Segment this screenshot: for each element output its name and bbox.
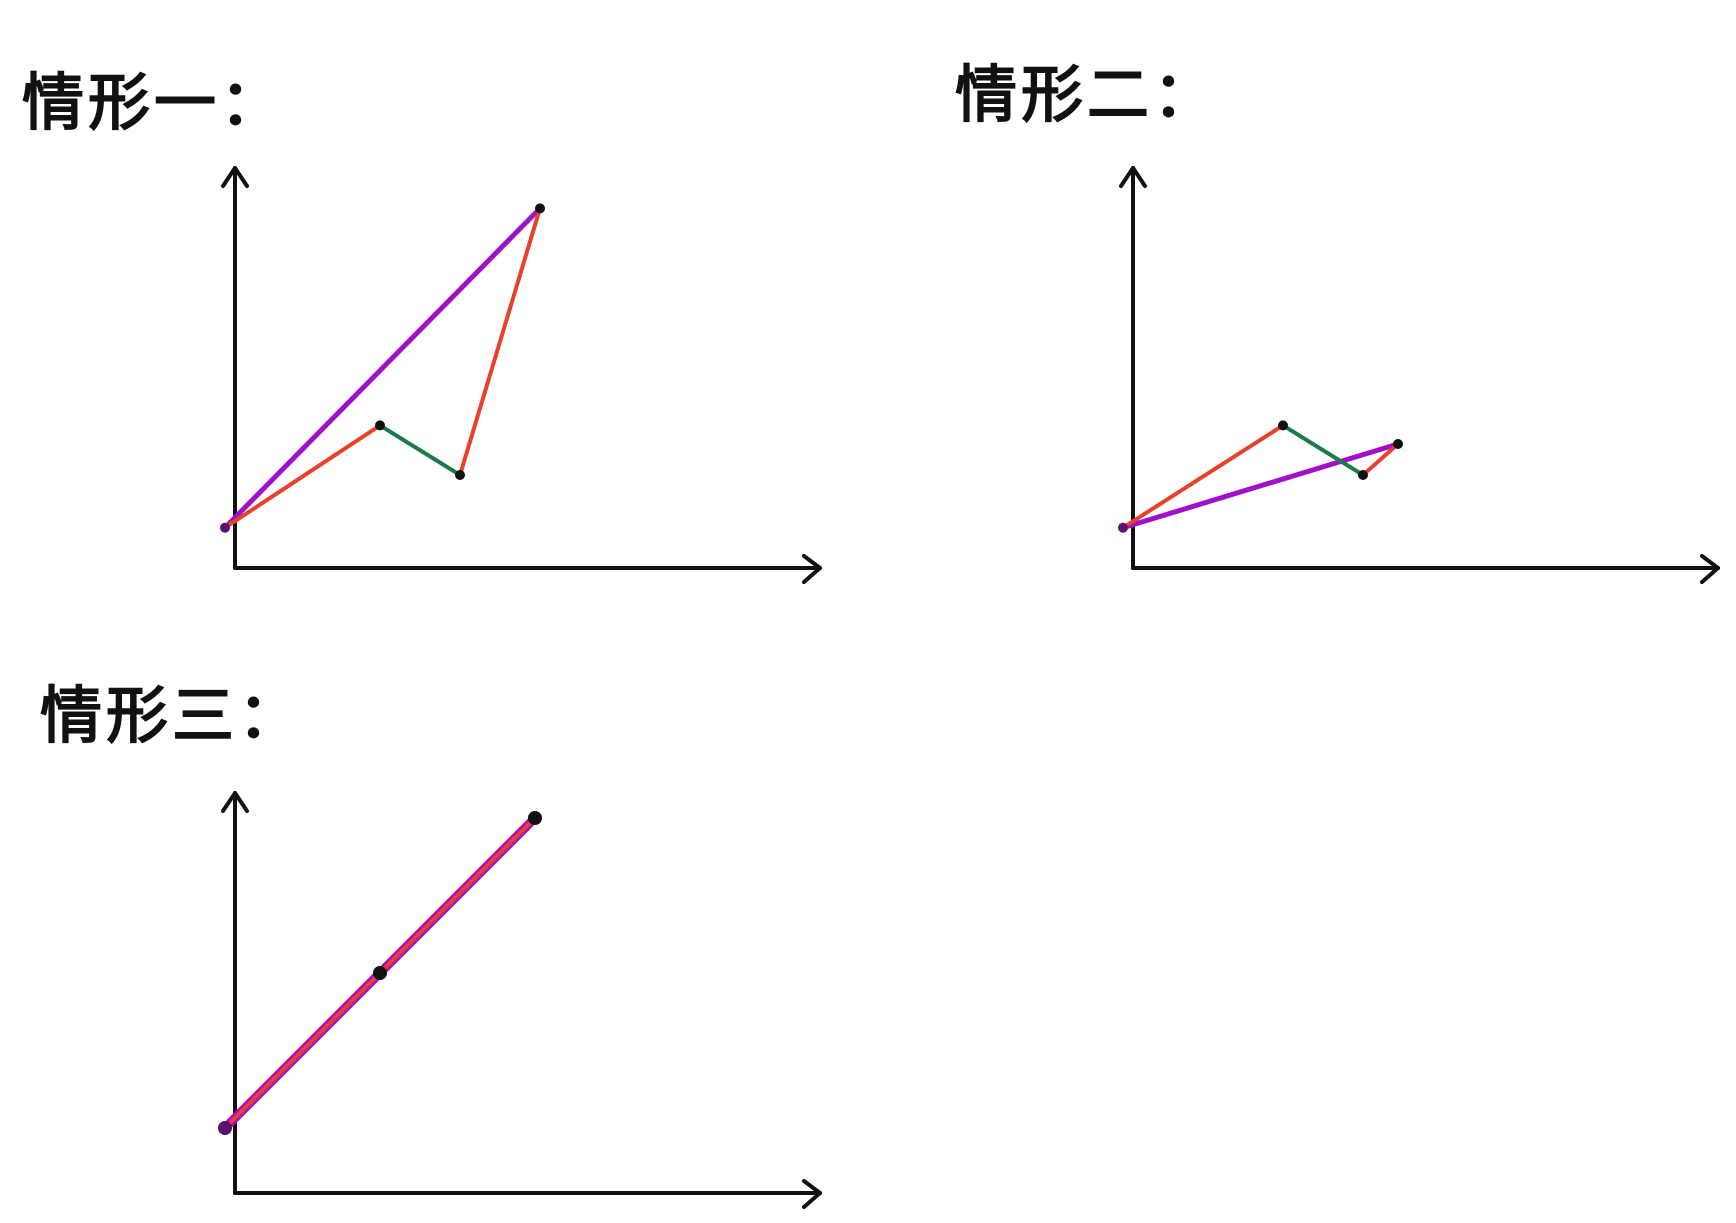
point-2: [373, 966, 387, 980]
point-1: [218, 1121, 232, 1135]
x-axis-arrowhead: [1700, 554, 1720, 584]
y-axis-arrowhead: [221, 791, 249, 813]
case-1-panel: [220, 166, 822, 584]
point-3: [455, 470, 465, 480]
point-4: [1393, 439, 1403, 449]
point-2: [1278, 420, 1288, 431]
chord-line: [222, 205, 543, 531]
path-segment-2: [378, 423, 462, 477]
case-2-title: 情形二：: [955, 58, 1220, 131]
y-axis-arrowhead: [1119, 166, 1147, 188]
point-1: [1118, 522, 1128, 533]
point-4: [535, 203, 545, 214]
case-3-title: 情形三：: [40, 679, 305, 752]
x-axis-arrowhead: [802, 1179, 822, 1209]
point-3: [1358, 470, 1368, 480]
path-segment-3: [458, 206, 542, 477]
chord-line: [1120, 441, 1401, 531]
path-segment-1: [1121, 423, 1285, 530]
path-segment-1: [223, 971, 382, 1130]
point-3: [528, 811, 542, 825]
path-segment-2: [378, 816, 537, 975]
case-2-panel: [1118, 166, 1720, 584]
path-segment-3: [1361, 442, 1400, 477]
case-1-title: 情形一：: [22, 66, 287, 139]
point-2: [375, 420, 385, 431]
case-3-panel: [218, 791, 822, 1209]
path-segment-2: [1281, 423, 1365, 477]
x-axis-arrowhead: [802, 554, 822, 584]
point-1: [220, 522, 230, 533]
path-segment-1: [223, 423, 382, 530]
y-axis-arrowhead: [221, 166, 249, 188]
